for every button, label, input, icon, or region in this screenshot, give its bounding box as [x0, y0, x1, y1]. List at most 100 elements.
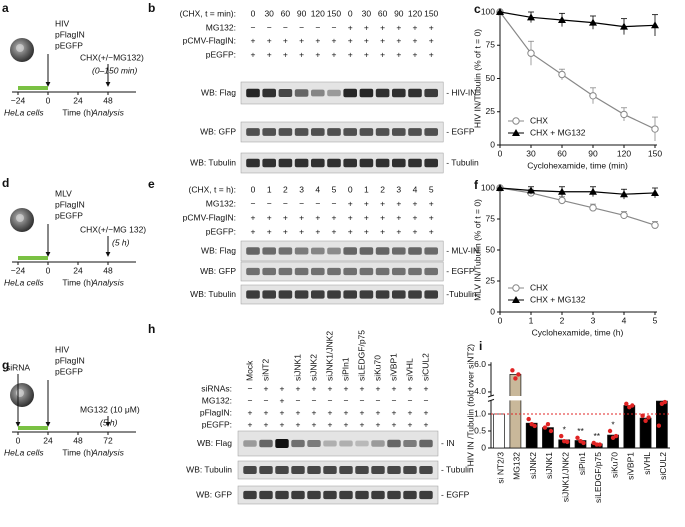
x-tick-label: siJNK2 — [528, 452, 538, 479]
lane-sign: + — [280, 419, 285, 429]
band-label: -Tubulin — [446, 289, 477, 299]
duration-label: (0–150 min) — [92, 65, 138, 75]
lane-sign: − — [315, 198, 320, 208]
lane-sign: + — [296, 419, 301, 429]
lane-sign: + — [429, 198, 434, 208]
blot-band — [259, 466, 273, 474]
lane-sign: + — [267, 49, 272, 59]
blot-band — [375, 158, 390, 168]
lane-sign: + — [283, 35, 288, 45]
time-axis-label: Time (h) — [62, 447, 93, 457]
lane-sign: + — [364, 22, 369, 32]
blot-band — [343, 158, 358, 168]
lane-sign: + — [380, 22, 385, 32]
panel-label: g — [2, 358, 9, 372]
lane-sign: + — [396, 35, 401, 45]
blot-label: WB: Tubulin — [190, 289, 236, 299]
blot-band — [359, 267, 374, 276]
lane-sign: − — [248, 383, 253, 393]
data-point — [656, 423, 662, 428]
data-point — [613, 433, 619, 439]
blot-label: WB: GFP — [200, 266, 236, 276]
data-point — [565, 439, 570, 445]
row-label: MG132: — [206, 198, 236, 208]
lane-sign: + — [348, 212, 353, 222]
x-tick-label: 90 — [588, 148, 598, 158]
blot-band — [375, 128, 390, 136]
blot-band — [323, 490, 337, 500]
lane-sign: + — [413, 226, 418, 236]
axis-break — [487, 394, 495, 398]
blot-band — [275, 439, 289, 448]
marker — [496, 184, 504, 191]
blot-band — [343, 290, 358, 299]
lane-sign: 4 — [315, 184, 320, 194]
blot-band — [359, 247, 374, 255]
blot-membrane — [240, 240, 444, 262]
y-axis-label: HIV IN /Tubulin (fold over siNT2) — [465, 344, 475, 467]
blot-membrane — [240, 261, 444, 282]
marker — [620, 110, 628, 119]
legend-label: CHX — [530, 115, 548, 125]
marker — [651, 188, 659, 196]
lane-sign: + — [328, 419, 333, 429]
analysis-label: Analysis — [91, 107, 124, 117]
x-tick-label: siCUL2 — [658, 452, 668, 480]
duration-label: (5 h) — [100, 417, 118, 427]
blot-band — [355, 440, 369, 447]
data-point — [548, 428, 554, 434]
x-tick-label: siVHL — [642, 452, 652, 475]
row-label: MG132: — [206, 22, 236, 32]
marker — [651, 221, 659, 229]
blot-band — [278, 158, 293, 168]
marker — [589, 92, 597, 100]
x-tick-label: siKu70 — [609, 452, 619, 478]
data-point — [640, 413, 645, 418]
lane-sign: + — [376, 383, 381, 393]
significance: ** — [593, 431, 600, 441]
data-point — [559, 433, 564, 439]
legend-label: CHX — [530, 282, 548, 292]
plasmid-label: pFlagIN — [55, 355, 85, 365]
blot-band — [375, 290, 390, 299]
band-label: - EGFP — [441, 489, 470, 499]
band-label: - MLV-IN — [446, 245, 479, 255]
y-tick-label: 75 — [486, 213, 496, 223]
blot-band — [291, 490, 305, 500]
panel-label: c — [474, 2, 481, 16]
row-label: pFlagIN: — [200, 407, 232, 417]
row-label: pCMV-FlagIN: — [183, 212, 236, 222]
blot-band — [246, 128, 260, 136]
lane-sign: + — [280, 395, 285, 405]
lane-sign: − — [392, 395, 397, 405]
lane-label: siVHL — [404, 358, 414, 381]
x-tick-label: si NT2/3 — [495, 452, 505, 484]
bar-break-gap — [508, 396, 523, 401]
lane-sign: − — [344, 395, 349, 405]
panel-label: e — [148, 177, 155, 191]
y-tick-label: 0.5 — [474, 425, 486, 435]
marker — [496, 8, 504, 15]
lane-sign: + — [392, 407, 397, 417]
lane-sign: + — [380, 35, 385, 45]
lane-sign: + — [299, 49, 304, 59]
blot-band — [310, 290, 325, 299]
bar — [493, 413, 505, 449]
lane-sign: + — [283, 226, 288, 236]
lane-sign: + — [396, 212, 401, 222]
lane-sign: + — [392, 419, 397, 429]
lane-label: siCUL2 — [420, 353, 430, 381]
axis-break — [487, 398, 495, 402]
lane-sign: + — [360, 419, 365, 429]
lane-label: siKu70 — [372, 355, 382, 381]
series-line — [499, 11, 656, 28]
data-point — [516, 372, 521, 377]
marker — [620, 22, 628, 30]
x-tick-label: siVBP1 — [626, 452, 636, 480]
lane-sign: − — [267, 198, 272, 208]
transfection-bar — [18, 256, 48, 260]
bar — [509, 374, 522, 449]
lane-sign: + — [315, 49, 320, 59]
blot-band — [359, 158, 374, 168]
transfection-bar — [18, 86, 48, 90]
